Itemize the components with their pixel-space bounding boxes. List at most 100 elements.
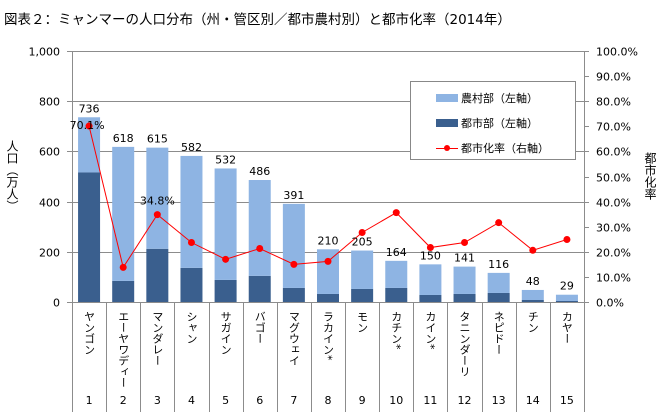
y2-tick-label: 60.0% <box>596 146 631 159</box>
legend-swatch-rate <box>436 144 458 152</box>
rate-point <box>392 209 400 217</box>
x-category-label: サガイン <box>219 311 232 355</box>
rate-point <box>495 219 503 227</box>
rate-point <box>85 122 93 130</box>
y2-tick-label: 20.0% <box>596 247 631 260</box>
x-rank-label: 2 <box>120 394 127 407</box>
rate-point <box>529 246 537 254</box>
x-category-label: カチン* <box>390 311 403 350</box>
bar-rural <box>282 203 305 288</box>
data-label-total: 532 <box>215 153 236 166</box>
y2-tick-label: 40.0% <box>596 197 631 210</box>
rate-point <box>324 257 332 265</box>
y-tick-label: 0 <box>53 297 60 310</box>
bar-urban <box>78 172 101 302</box>
data-label-total: 210 <box>318 234 339 247</box>
data-label-rate: 70.1% <box>70 119 105 132</box>
bar-rural <box>521 289 544 300</box>
chart-title: 図表２：ミャンマーの人口分布（州・管区別／都市農村別）と都市化率（2014年） <box>4 12 511 28</box>
bar-urban <box>521 299 544 302</box>
y2-tick-label: 80.0% <box>596 96 631 109</box>
y2-tick-label: 70.0% <box>596 121 631 134</box>
legend: 農村部（左軸） 都市部（左軸） 都市化率（右軸） <box>410 81 576 160</box>
x-rank-label: 10 <box>389 394 403 407</box>
bar-urban <box>180 267 203 302</box>
y2-tick-label: 100.0% <box>596 46 638 59</box>
x-rank-label: 11 <box>423 394 437 407</box>
y-tick-label: 600 <box>39 146 60 159</box>
x-rank-label: 6 <box>256 394 263 407</box>
y-tick-label: 1,000 <box>29 46 61 59</box>
axes <box>67 51 589 412</box>
x-category-label: マンダレー <box>151 311 164 366</box>
bar-rural <box>487 272 510 293</box>
legend-swatch-urban <box>436 119 458 127</box>
y2-tick-label: 90.0% <box>596 71 631 84</box>
data-label-total: 615 <box>147 133 168 146</box>
x-rank-label: 13 <box>492 394 506 407</box>
bar-rural <box>317 249 339 294</box>
legend-swatch-rural <box>436 94 458 102</box>
x-rank-label: 14 <box>526 394 540 407</box>
x-rank-label: 3 <box>154 394 161 407</box>
data-label-total: 391 <box>283 189 304 202</box>
data-label-total: 486 <box>249 165 270 178</box>
bar-urban <box>214 279 237 302</box>
x-category-label: チン <box>526 311 539 333</box>
data-label-total: 150 <box>420 249 441 262</box>
x-rank-label: 15 <box>560 394 574 407</box>
x-rank-label: 8 <box>325 394 332 407</box>
bar-rural <box>248 180 271 276</box>
y2-tick-label: 10.0% <box>596 272 631 285</box>
x-category-label: ネピドー <box>492 311 505 355</box>
rate-point <box>290 260 298 268</box>
data-label-total: 29 <box>560 280 574 293</box>
bar-rural <box>555 294 578 301</box>
bar-urban <box>146 248 169 302</box>
bar-urban <box>282 287 305 302</box>
bar-rural <box>351 250 374 289</box>
legend-item-rural: 農村部（左軸） <box>411 90 538 106</box>
x-rank-label: 4 <box>188 394 195 407</box>
data-label-total: 736 <box>79 102 100 115</box>
bar-urban <box>487 292 510 302</box>
bars <box>78 117 578 302</box>
y2-tick-label: 0.0% <box>596 297 624 310</box>
data-label-total: 164 <box>386 246 407 259</box>
x-category-label: モン <box>356 311 369 333</box>
x-rank-label: 9 <box>359 394 366 407</box>
x-category-label: バゴー <box>253 311 266 344</box>
urban-rate-line <box>85 122 571 271</box>
bar-urban <box>351 288 374 302</box>
bar-urban <box>317 293 339 302</box>
x-category-label: シャン <box>185 311 198 344</box>
x-category-label: タニンダーリ <box>458 311 471 377</box>
bar-rural <box>385 260 408 288</box>
x-category-label: カイン* <box>424 311 437 350</box>
rate-point <box>256 245 264 253</box>
rate-point <box>187 239 195 247</box>
rate-point <box>563 236 571 244</box>
bar-urban <box>385 287 408 302</box>
x-category-label: カヤー <box>560 311 573 344</box>
rate-point <box>461 239 469 247</box>
rate-point <box>119 263 127 271</box>
data-label-total: 48 <box>526 275 540 288</box>
bar-urban <box>555 300 578 302</box>
bar-rural <box>78 117 101 173</box>
legend-item-rate: 都市化率（右軸） <box>411 140 549 156</box>
data-label-total: 205 <box>352 236 373 249</box>
bar-rural <box>180 155 203 268</box>
x-rank-label: 12 <box>458 394 472 407</box>
bar-urban <box>453 293 476 302</box>
data-label-rate: 34.8% <box>140 195 175 208</box>
legend-label-urban: 都市部（左軸） <box>461 117 538 130</box>
data-label-total: 618 <box>113 132 134 145</box>
bar-urban <box>419 294 442 302</box>
y-tick-label: 800 <box>39 96 60 109</box>
bar-urban <box>248 275 271 302</box>
x-category-label: マグウェイ <box>287 311 300 366</box>
y-axis-label: 人口（万人） <box>5 140 19 212</box>
y2-tick-label: 30.0% <box>596 222 631 235</box>
legend-item-urban: 都市部（左軸） <box>411 115 538 131</box>
